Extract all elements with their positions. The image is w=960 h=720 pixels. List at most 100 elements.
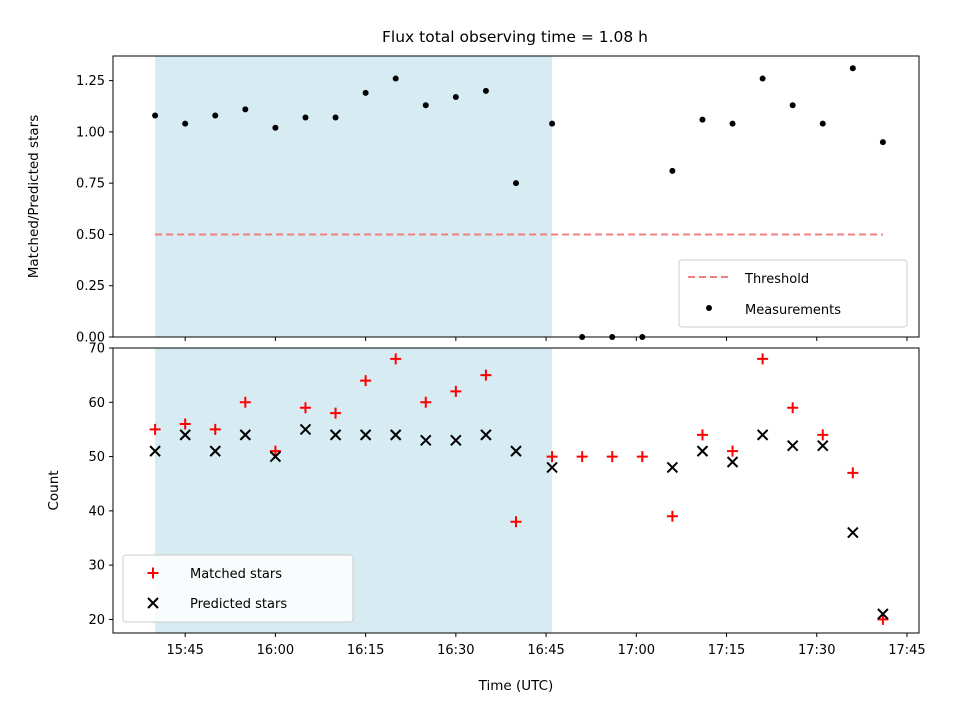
x-axis-label: Time (UTC) bbox=[478, 678, 554, 694]
measurement-point bbox=[422, 102, 429, 109]
measurement-point bbox=[272, 124, 279, 131]
measurement-point bbox=[212, 112, 219, 119]
bottom-axes-frame bbox=[112, 347, 920, 634]
predicted-star-point bbox=[239, 429, 252, 441]
legend-threshold-label: Threshold bbox=[744, 272, 809, 287]
measurement-point bbox=[819, 120, 826, 127]
legend-predicted-label: Predicted stars bbox=[190, 597, 287, 612]
predicted-star-point bbox=[666, 461, 679, 474]
predicted-star-point bbox=[389, 429, 402, 441]
matched-star-point bbox=[299, 402, 311, 414]
measurement-point bbox=[332, 114, 339, 121]
predicted-star-point bbox=[179, 429, 191, 441]
y-tick-label: 20 bbox=[88, 613, 105, 628]
measurement-point bbox=[759, 75, 766, 82]
predicted-star-point bbox=[817, 440, 829, 452]
bottom-panel: 20 30 40 50 60 70 15:45 16:00 16:15 16:30 16:45 17:… bbox=[46, 342, 926, 695]
matched-star-point bbox=[636, 451, 648, 463]
y-tick-label: 60 bbox=[88, 396, 105, 411]
measurement-point bbox=[729, 120, 736, 127]
measurement-point bbox=[242, 106, 249, 113]
bottom-legend: Matched stars Predicted stars bbox=[122, 554, 354, 623]
matched-star-point bbox=[209, 423, 221, 435]
measurement-point bbox=[452, 94, 459, 101]
legend-box bbox=[122, 554, 354, 623]
matched-star-point bbox=[757, 353, 769, 365]
predicted-star-point bbox=[786, 440, 799, 452]
x-tick-label: 15:45 bbox=[166, 643, 203, 658]
predicted-star-point bbox=[847, 526, 859, 539]
measurement-point bbox=[549, 120, 556, 127]
y-tick-label: 1.00 bbox=[76, 125, 105, 140]
matched-star-point bbox=[666, 510, 678, 522]
x-tick-label: 17:00 bbox=[618, 643, 655, 658]
measurement-point bbox=[879, 139, 886, 146]
matched-star-point bbox=[360, 375, 372, 387]
legend-measurements-swatch bbox=[706, 305, 712, 311]
measurement-point bbox=[699, 116, 706, 123]
predicted-star-point bbox=[510, 445, 522, 457]
predicted-star-point bbox=[329, 429, 342, 441]
measurement-point bbox=[152, 112, 159, 119]
shaded-region bbox=[155, 56, 553, 337]
predicted-star-point bbox=[756, 429, 769, 441]
x-tick-label: 16:15 bbox=[347, 643, 384, 658]
predicted-star-point bbox=[420, 434, 432, 446]
x-tick-label: 16:30 bbox=[437, 643, 474, 658]
legend-measurements-label: Measurements bbox=[745, 303, 841, 318]
x-tick-label: 16:00 bbox=[257, 643, 294, 658]
x-tick-label: 17:15 bbox=[708, 643, 745, 658]
predicted-star-point bbox=[269, 450, 282, 463]
y-tick-label: 0.50 bbox=[76, 228, 105, 243]
top-legend: Threshold Measurements bbox=[678, 259, 908, 328]
x-tick-label: 16:45 bbox=[527, 643, 564, 658]
top-axes-frame bbox=[112, 55, 920, 338]
x-tick-label: 17:30 bbox=[798, 643, 835, 658]
measurement-point bbox=[482, 87, 489, 94]
chart-title: Flux total observing time = 1.08 h bbox=[382, 28, 648, 46]
predicted-star-point bbox=[149, 445, 161, 457]
matched-star-point bbox=[606, 451, 618, 463]
measurement-point bbox=[182, 120, 189, 127]
matched-star-point bbox=[269, 445, 281, 457]
matched-star-point bbox=[480, 369, 492, 381]
legend-matched-swatch bbox=[147, 567, 159, 579]
predicted-star-point bbox=[546, 461, 558, 474]
predicted-star-point bbox=[299, 423, 312, 436]
predicted-star-point bbox=[480, 429, 492, 441]
legend-box bbox=[678, 259, 908, 328]
matched-star-point bbox=[179, 418, 191, 430]
y-tick-label: 1.25 bbox=[76, 74, 105, 89]
matched-star-point bbox=[847, 467, 859, 479]
predicted-star-point bbox=[209, 445, 221, 457]
predicted-star-point bbox=[450, 434, 462, 446]
matched-star-point bbox=[576, 451, 588, 463]
matched-star-point bbox=[510, 516, 522, 528]
matched-star-point bbox=[696, 429, 708, 441]
predicted-star-point bbox=[877, 608, 889, 620]
y-tick-label: 0.00 bbox=[76, 331, 105, 346]
y-tick-label: 0.25 bbox=[76, 279, 105, 294]
measurement-point bbox=[789, 102, 796, 109]
matched-star-point bbox=[330, 407, 342, 419]
measurement-point bbox=[392, 75, 399, 82]
measurement-point bbox=[513, 180, 519, 187]
y-tick-label: 50 bbox=[88, 450, 105, 465]
matched-star-point bbox=[450, 385, 462, 397]
measurement-point bbox=[302, 114, 309, 121]
matched-star-point bbox=[149, 423, 161, 435]
measurement-point bbox=[849, 65, 856, 72]
matched-star-point bbox=[787, 402, 799, 414]
y-tick-label: 70 bbox=[88, 342, 105, 357]
y-axis-label: Count bbox=[46, 470, 62, 510]
top-panel: 0.00 0.25 0.50 0.75 1.00 1.25 Matched/Predicte… bbox=[26, 55, 920, 346]
y-tick-label: 0.75 bbox=[76, 177, 105, 192]
y-tick-label: 40 bbox=[88, 504, 105, 519]
matched-star-point bbox=[877, 613, 889, 625]
predicted-star-point bbox=[696, 445, 709, 457]
predicted-star-point bbox=[359, 429, 372, 441]
predicted-star-point bbox=[726, 456, 739, 468]
matched-star-point bbox=[727, 445, 739, 457]
measurement-point bbox=[362, 89, 369, 96]
